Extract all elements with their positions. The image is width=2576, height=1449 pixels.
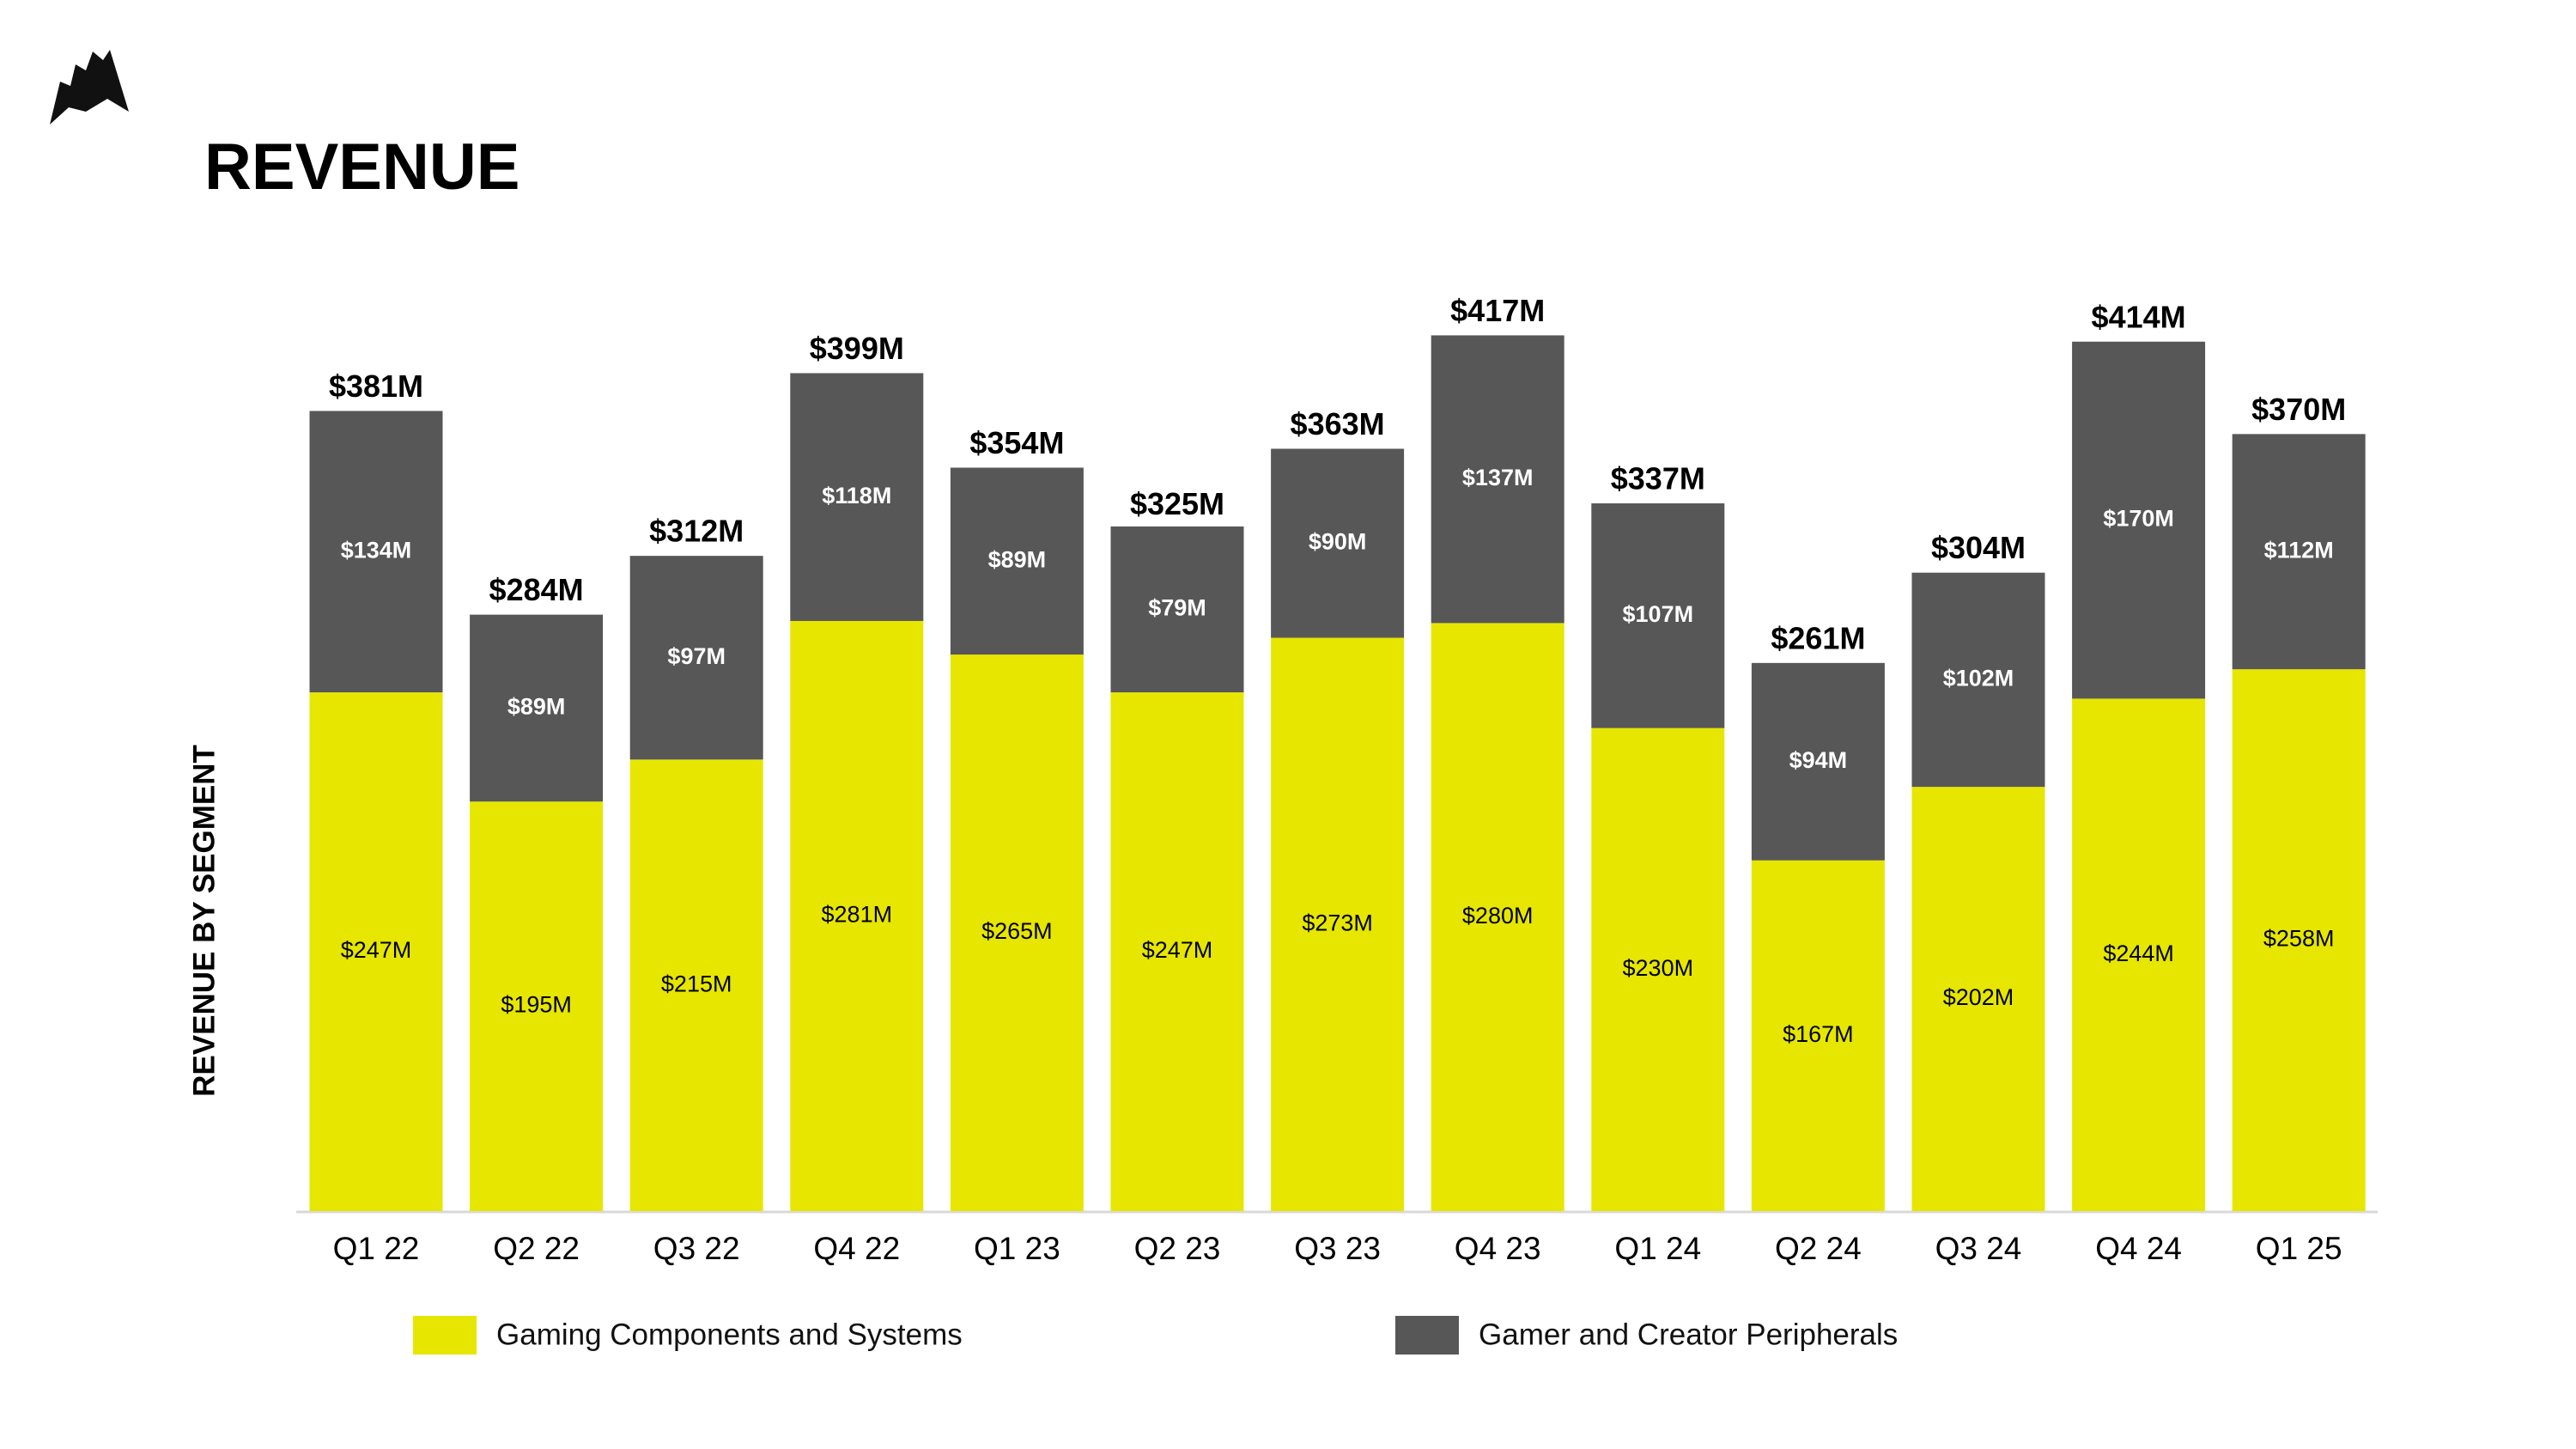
- x-tick-label: Q3 23: [1294, 1231, 1381, 1266]
- total-label: $381M: [329, 368, 423, 404]
- segment-label: $102M: [1943, 666, 2014, 691]
- segment-label: $112M: [2264, 537, 2334, 563]
- total-label: $399M: [810, 331, 904, 366]
- total-label: $312M: [649, 514, 744, 549]
- total-label: $414M: [2092, 299, 2186, 334]
- segment-label: $89M: [988, 546, 1047, 572]
- segment-label: $273M: [1302, 910, 1373, 935]
- bar-segment: [1591, 503, 1725, 728]
- total-label: $325M: [1130, 486, 1224, 521]
- x-tick-label: Q4 23: [1455, 1231, 1541, 1266]
- segment-label: $202M: [1943, 984, 2014, 1010]
- bar-segment: [1911, 787, 2045, 1211]
- bar-segment: [1431, 623, 1564, 1211]
- bar-segment: [1110, 526, 1244, 693]
- segment-label: $230M: [1623, 955, 1694, 981]
- segment-label: $79M: [1148, 595, 1206, 621]
- segment-label: $244M: [2103, 941, 2174, 966]
- bar-segment: [2232, 669, 2366, 1211]
- x-tick-label: Q3 22: [653, 1231, 740, 1266]
- bar-segment: [629, 556, 763, 760]
- chart-title: REVENUE: [204, 131, 519, 204]
- logo-shape: [50, 50, 129, 125]
- y-axis-label: REVENUE BY SEGMENT: [187, 745, 221, 1097]
- x-tick-label: Q2 22: [493, 1231, 580, 1266]
- segment-label: $97M: [667, 643, 726, 669]
- bar-segment: [790, 620, 924, 1211]
- segment-label: $137M: [1462, 465, 1534, 490]
- bar-segment: [1751, 662, 1885, 861]
- bar-segment: [1911, 572, 2045, 788]
- x-tick-label: Q4 22: [813, 1231, 900, 1266]
- bar-segment: [309, 411, 443, 693]
- x-tick-label: Q1 22: [333, 1231, 420, 1266]
- bar-segment: [1751, 860, 1885, 1211]
- total-label: $417M: [1450, 293, 1545, 328]
- segment-label: $94M: [1789, 747, 1848, 773]
- x-tick-label: Q1 24: [1614, 1231, 1701, 1266]
- x-tick-label: Q2 24: [1775, 1231, 1862, 1266]
- segment-label: $118M: [822, 483, 891, 508]
- x-tick-label: Q3 24: [1935, 1231, 2022, 1266]
- total-label: $284M: [489, 572, 584, 607]
- segment-label: $215M: [661, 971, 732, 996]
- total-label: $363M: [1291, 406, 1385, 441]
- segment-label: $170M: [2103, 506, 2174, 532]
- segment-label: $134M: [341, 537, 412, 563]
- segment-label: $195M: [501, 992, 572, 1018]
- total-label: $261M: [1771, 620, 1865, 655]
- legend-swatch: [1395, 1316, 1459, 1355]
- segment-label: $167M: [1783, 1021, 1854, 1047]
- bar-segment: [950, 467, 1084, 655]
- segment-label: $265M: [981, 918, 1053, 944]
- segment-label: $258M: [2263, 926, 2335, 952]
- bar-segment: [309, 692, 443, 1211]
- total-label: $370M: [2251, 392, 2346, 427]
- bar-segment: [470, 801, 604, 1211]
- x-tick-label: Q1 25: [2256, 1231, 2342, 1266]
- bar-segment: [790, 373, 924, 621]
- bar-segment: [2232, 434, 2366, 670]
- segment-label: $281M: [822, 902, 893, 928]
- bar-segment: [1591, 728, 1725, 1211]
- total-label: $337M: [1611, 461, 1705, 496]
- logo: [50, 50, 129, 125]
- bar-segment: [1110, 692, 1244, 1211]
- bar-segment: [629, 759, 763, 1211]
- bar-segment: [950, 654, 1084, 1211]
- legend-label: Gaming Components and Systems: [496, 1318, 963, 1351]
- bar-segment: [470, 614, 604, 802]
- bar-segment: [1431, 335, 1564, 624]
- segment-label: $247M: [341, 937, 412, 963]
- x-tick-label: Q4 24: [2095, 1231, 2182, 1266]
- legend-swatch: [413, 1316, 477, 1355]
- segment-label: $90M: [1309, 529, 1367, 555]
- segment-label: $89M: [507, 694, 566, 720]
- legend-label: Gamer and Creator Peripherals: [1479, 1318, 1898, 1351]
- bar-segment: [2072, 341, 2206, 699]
- segment-label: $247M: [1142, 937, 1213, 963]
- bar-segment: [1271, 448, 1405, 638]
- x-tick-label: Q1 23: [974, 1231, 1060, 1266]
- x-tick-label: Q2 23: [1134, 1231, 1221, 1266]
- segment-label: $107M: [1623, 601, 1694, 627]
- bar-segment: [1271, 637, 1405, 1211]
- total-label: $304M: [1931, 530, 2026, 565]
- total-label: $354M: [969, 425, 1064, 460]
- segment-label: $280M: [1462, 903, 1534, 928]
- bar-segment: [2072, 698, 2206, 1211]
